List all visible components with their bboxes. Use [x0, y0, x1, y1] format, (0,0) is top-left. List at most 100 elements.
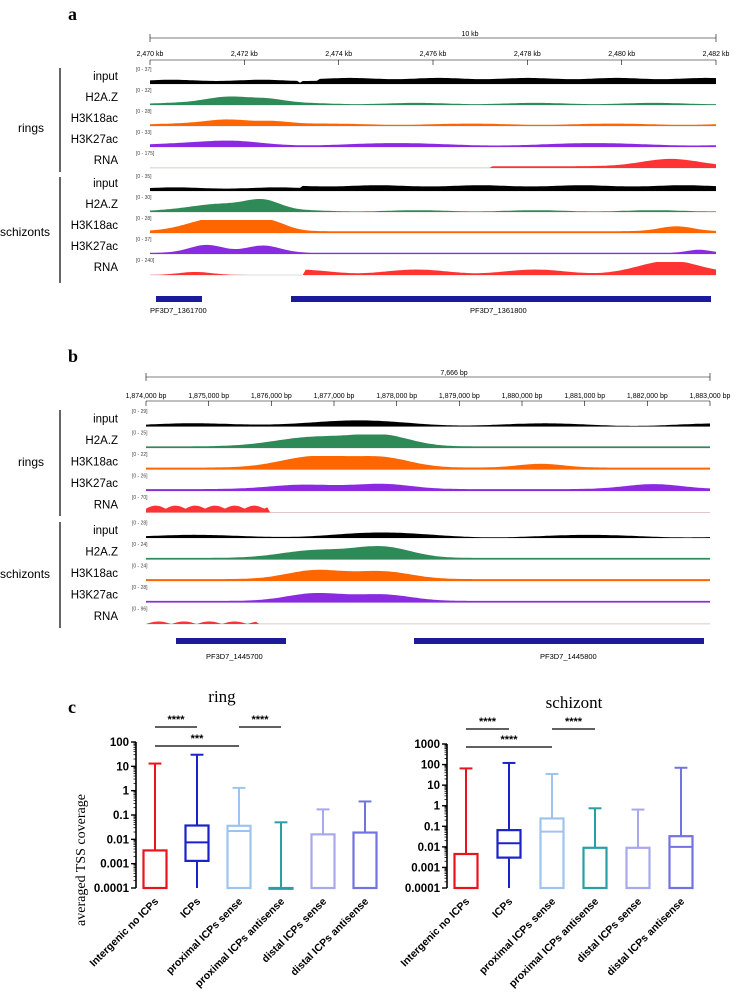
track-range-label: [0 - 70] [132, 495, 148, 501]
track-range-label: [0 - 35] [136, 174, 152, 180]
track-range-label: [0 - 37] [136, 67, 152, 73]
y-tick-label: 0.1 [424, 821, 441, 833]
track-label-input: input [93, 414, 119, 426]
track-range-label: [0 - 240] [136, 258, 155, 264]
track-range-label: [0 - 28] [136, 109, 152, 115]
coverage-track [146, 546, 710, 560]
panel-b-scale-label: 7,666 bp [440, 370, 467, 377]
significance-label: **** [479, 716, 497, 728]
coordinate-tick-label: 2,472 kb [231, 51, 258, 58]
gene-label-1445700: PF3D7_1445700 [206, 652, 263, 661]
coverage-track [146, 420, 710, 427]
coverage-track [146, 456, 710, 470]
panel-a-groups: rings schizonts [0, 68, 61, 283]
box-distal-icps-antisense [352, 800, 378, 890]
coordinate-tick-label: 2,474 kb [325, 51, 352, 58]
box-icps [496, 761, 522, 888]
y-tick-label: 100 [110, 737, 129, 749]
box-iqr [352, 831, 378, 890]
significance-label: **** [167, 714, 185, 726]
coverage-track [150, 119, 716, 126]
coordinate-tick-label: 1,882,000 bp [627, 393, 668, 400]
gene-label-1445800: PF3D7_1445800 [540, 652, 597, 661]
track-range-label: [0 - 28] [132, 521, 148, 527]
panel-a-tracks: input [0 - 37] H2A.Z [0 - 32] H3K18ac [0 - 28… [71, 67, 716, 276]
category-label: Intergenic no ICPs [87, 896, 161, 970]
category-label: proximal ICPs sense [477, 896, 558, 977]
panel-a-genes: PF3D7_1361700 PF3D7_1361800 [150, 296, 711, 315]
panel-a-coordinate-ticks: 2,470 kb 2,472 kb 2,474 kb 2,476 kb 2,478 kb… [137, 51, 730, 65]
box-iqr [453, 852, 479, 890]
track-label-rna: RNA [94, 500, 119, 512]
box-iqr [310, 833, 336, 890]
track-label-input: input [93, 71, 119, 83]
coordinate-tick-label: 2,480 kb [608, 51, 635, 58]
track-label-h3k18ac: H3K18ac [71, 568, 119, 580]
box-icps [184, 753, 210, 888]
y-tick-label: 1000 [414, 739, 440, 751]
track-range-label: [0 - 24] [132, 542, 148, 548]
coverage-track [146, 505, 710, 513]
y-tick-label: 0.01 [107, 834, 130, 846]
coverage-track [150, 262, 716, 275]
panel-a-group-rings: rings [18, 121, 44, 135]
box-distal-icps-antisense [668, 766, 694, 890]
track-label-h3k18ac: H3K18ac [71, 220, 119, 232]
significance-label: **** [251, 714, 269, 726]
coordinate-tick-label: 2,478 kb [514, 51, 541, 58]
coverage-track [150, 140, 716, 147]
track-range-label: [0 - 28] [132, 585, 148, 591]
gene-model-1445800 [414, 638, 704, 644]
track-label-input: input [93, 178, 119, 190]
panel-b-ruler: 7,666 bp [145, 370, 711, 402]
box-iqr [539, 817, 565, 890]
coverage-track [146, 621, 710, 624]
coverage-track [146, 434, 710, 448]
coverage-track [150, 96, 716, 105]
track-label-h2az: H2A.Z [85, 435, 118, 447]
gene-model-1361700 [156, 296, 202, 302]
panel-b-genes: PF3D7_1445700 PF3D7_1445800 [176, 638, 704, 661]
box-intergenic-no-icps [453, 767, 479, 890]
y-tick-label: 10 [427, 780, 440, 792]
category-label: ICPs [490, 896, 515, 921]
coordinate-tick-label: 1,874,000 bp [126, 393, 167, 400]
coordinate-tick-label: 1,877,000 bp [314, 393, 355, 400]
track-label-h2az: H2A.Z [85, 92, 118, 104]
coordinate-tick-label: 1,876,000 bp [251, 393, 292, 400]
panel-c-y-axis-label: averaged TSS coverage [74, 794, 89, 926]
y-tick-label: 0.001 [411, 862, 440, 874]
panel-letter-a: a [68, 4, 77, 24]
track-label-h3k18ac: H3K18ac [71, 113, 119, 125]
box-chart-title-ring: ring [208, 687, 236, 706]
panel-b-groups: rings schizonts [0, 410, 61, 628]
track-label-h3k27ac: H3K27ac [71, 241, 119, 253]
coverage-track [146, 532, 710, 538]
track-label-rna: RNA [94, 155, 119, 167]
box-intergenic-no-icps [142, 762, 168, 890]
coordinate-tick-label: 1,875,000 bp [188, 393, 229, 400]
coverage-track [150, 199, 716, 212]
track-range-label: [0 - 33] [136, 130, 152, 136]
track-label-input: input [93, 525, 119, 537]
y-tick-label: 0.1 [113, 810, 130, 822]
box-iqr [226, 824, 252, 890]
gene-model-1445700 [176, 638, 286, 644]
coverage-track [150, 244, 716, 254]
track-range-label: [0 - 30] [136, 195, 152, 201]
box-distal-icps-sense [310, 808, 336, 890]
y-tick-label: 0.01 [418, 842, 441, 854]
track-range-label: [0 - 32] [136, 88, 152, 94]
track-label-h3k18ac: H3K18ac [71, 457, 119, 469]
significance-label: *** [191, 733, 205, 745]
category-label: proximal ICPs antisense [507, 896, 601, 990]
significance-label: **** [500, 734, 518, 746]
track-label-rna: RNA [94, 611, 119, 623]
panel-b-group-rings: rings [18, 455, 44, 469]
track-range-label: [0 - 175] [136, 151, 155, 157]
coverage-track [150, 185, 716, 191]
coverage-track [146, 569, 710, 581]
box-iqr [142, 849, 168, 890]
